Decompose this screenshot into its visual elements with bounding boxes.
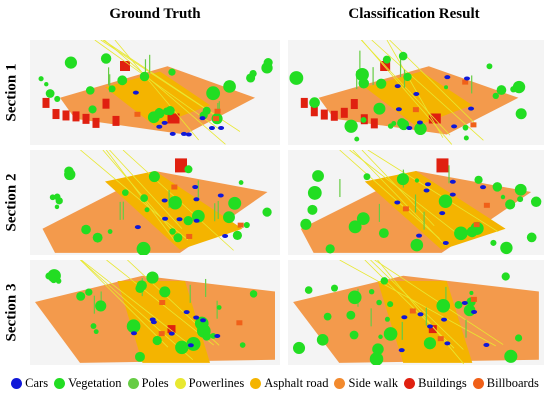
row-label-section-3: Section 3: [3, 283, 20, 342]
row-label-section-2: Section 2: [3, 173, 20, 232]
legend-dot: [404, 377, 416, 389]
point-cloud-scene: [292, 260, 539, 365]
legend-item-vegetation: Vegetation: [54, 376, 122, 391]
legend-item-cars: Cars: [11, 376, 48, 391]
panel-s3-ground-truth: [30, 260, 280, 365]
panel-s2-ground-truth: [30, 150, 280, 255]
point-cloud-scene: [38, 40, 273, 145]
column-title-ground-truth: Ground Truth: [109, 6, 201, 22]
legend-item-side-walk: Side walk: [334, 376, 398, 391]
panel-s3-classification: [288, 260, 544, 365]
legend: Cars Vegetation Poles Powerlines Asphalt…: [0, 370, 550, 396]
legend-dot: [11, 377, 23, 389]
legend-item-billboards: Billboards: [472, 376, 539, 391]
legend-dot: [250, 377, 262, 389]
legend-item-poles: Poles: [127, 376, 169, 391]
legend-dot: [54, 377, 66, 389]
legend-item-buildings: Buildings: [404, 376, 467, 391]
column-title-classification-result: Classification Result: [348, 6, 480, 22]
panel-s2-classification: [288, 150, 544, 255]
legend-item-asphalt-road: Asphalt road: [250, 376, 328, 391]
legend-item-powerlines: Powerlines: [174, 376, 244, 391]
panel-s1-classification: [288, 40, 544, 145]
panel-s1-ground-truth: [30, 40, 280, 145]
point-cloud-scene: [300, 150, 542, 255]
point-cloud-scene: [289, 40, 527, 145]
row-label-section-1: Section 1: [3, 63, 20, 122]
legend-dot: [174, 377, 186, 389]
legend-dot: [127, 377, 139, 389]
legend-dot: [472, 377, 484, 389]
legend-dot: [334, 377, 346, 389]
point-cloud-scene: [35, 260, 275, 363]
point-cloud-scene: [42, 150, 272, 255]
